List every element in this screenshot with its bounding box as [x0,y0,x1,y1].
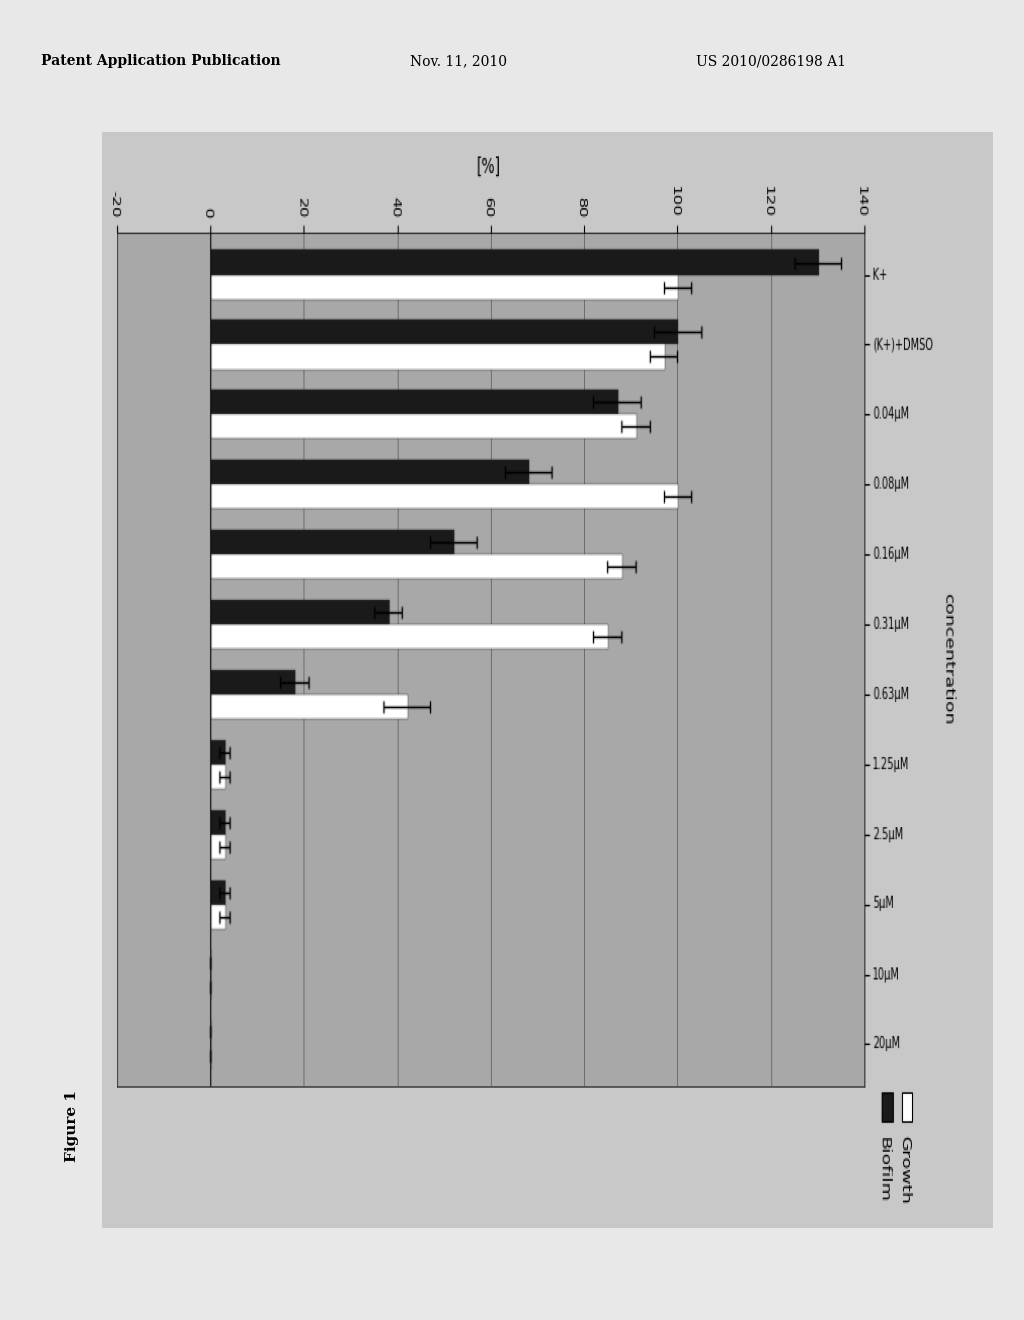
Text: Patent Application Publication: Patent Application Publication [41,54,281,69]
Text: Figure 1: Figure 1 [65,1090,79,1162]
Text: Nov. 11, 2010: Nov. 11, 2010 [410,54,507,69]
Text: US 2010/0286198 A1: US 2010/0286198 A1 [696,54,846,69]
